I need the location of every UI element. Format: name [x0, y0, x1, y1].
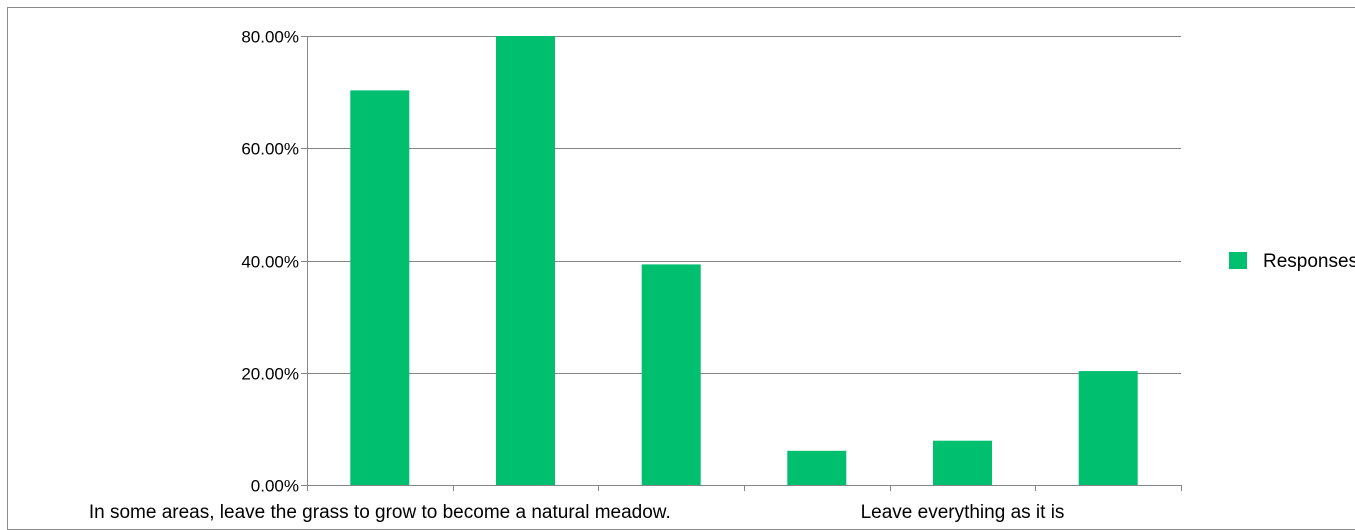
- bar: [350, 90, 410, 486]
- bar: [641, 264, 701, 485]
- x-category-label: In some areas, leave the grass to grow t…: [89, 502, 671, 523]
- bars: [350, 36, 1138, 486]
- legend-swatch: [1229, 252, 1247, 269]
- bar: [787, 450, 847, 485]
- labels: 0.00% 20.00% 40.00% 60.00% 80.00% In some are…: [89, 28, 1065, 524]
- bar: [933, 440, 992, 485]
- y-tick-label: 20.00%: [241, 365, 299, 384]
- bar: [1078, 371, 1138, 485]
- gridlines: [307, 36, 1181, 374]
- x-category-label: Leave everything as it is: [861, 502, 1065, 523]
- legend: Responses: [1229, 251, 1355, 272]
- y-tick-label: 0.00%: [251, 477, 299, 496]
- y-tick-label: 40.00%: [241, 253, 299, 272]
- y-tick-label: 80.00%: [241, 28, 299, 47]
- axes: [301, 36, 1182, 491]
- bar: [496, 36, 555, 485]
- y-tick-label: 60.00%: [241, 140, 299, 159]
- legend-label: Responses: [1263, 251, 1355, 272]
